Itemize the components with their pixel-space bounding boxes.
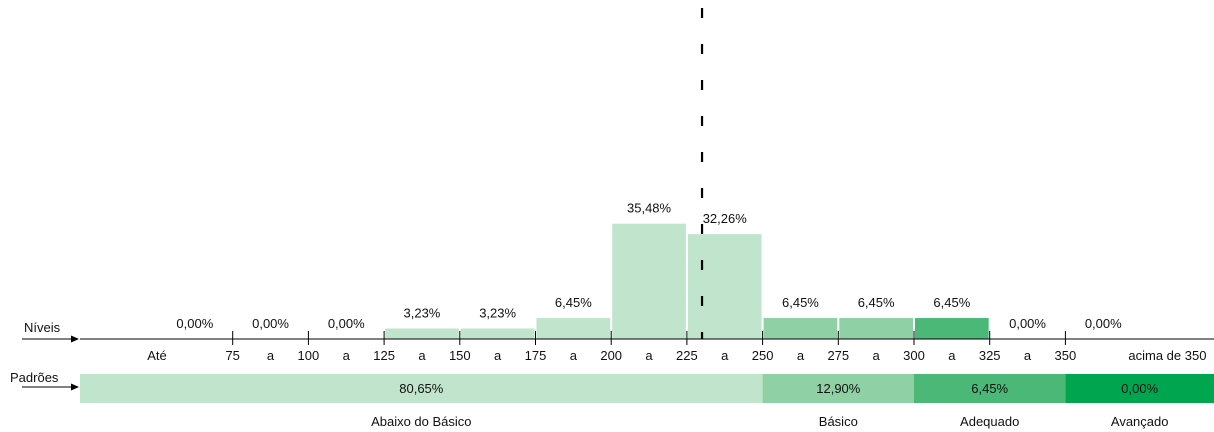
scale-label-a1: a [267,348,275,363]
scale-label-a11: a [1024,348,1032,363]
standard-segment-avancado [1065,374,1214,403]
scale-label-acima: acima de 350 [1128,348,1206,363]
bar-value-label-11: 6,45% [933,295,970,310]
scale-label-t350: 350 [1055,348,1077,363]
bar-value-label-13: 0,00% [1085,316,1122,331]
standard-segment-basico [762,374,914,403]
padroes-arrow-arrowhead [71,383,79,391]
scale-label-t325: 325 [979,348,1001,363]
scale-label-t125: 125 [373,348,395,363]
padroes-label: Padrões [10,370,59,385]
bar-value-label-9: 6,45% [782,295,819,310]
standard-value-abaixo: 80,65% [399,381,444,396]
standard-name-avancado: Avançado [1111,414,1169,429]
bar-value-label-6: 6,45% [555,295,592,310]
bar-11 [915,318,989,339]
scale-label-a3: a [418,348,426,363]
niveis-arrow-arrowhead [71,335,79,343]
scale-label-a8: a [797,348,805,363]
bar-6 [536,318,611,339]
bar-value-label-3: 0,00% [328,316,365,331]
bar-value-label-1: 0,00% [176,316,213,331]
standard-name-adequado: Adequado [960,414,1019,429]
bar-value-label-4: 3,23% [404,306,441,321]
scale-label-a7: a [721,348,729,363]
standard-value-basico: 12,90% [816,381,861,396]
scale-label-t225: 225 [676,348,698,363]
scale-label-t250: 250 [752,348,774,363]
bar-7 [612,223,686,339]
scale-label-a5: a [570,348,578,363]
scale-label-t150: 150 [449,348,471,363]
standard-name-basico: Básico [819,414,858,429]
bar-8 [687,234,762,339]
bar-value-label-12: 0,00% [1009,316,1046,331]
bar-value-label-2: 0,00% [252,316,289,331]
scale-label-ate: Até [147,348,167,363]
bar-9 [763,318,838,339]
scale-label-a2: a [343,348,351,363]
scale-label-t175: 175 [525,348,547,363]
standard-name-abaixo: Abaixo do Básico [371,414,471,429]
bar-value-label-7: 35,48% [627,201,672,216]
scale-label-t200: 200 [600,348,622,363]
scale-label-t275: 275 [827,348,849,363]
bar-10 [839,318,913,339]
scale-label-a4: a [494,348,502,363]
standard-segment-adequado [914,374,1066,403]
scale-label-t100: 100 [298,348,320,363]
bar-value-label-10: 6,45% [858,295,895,310]
bar-value-label-8: 32,26% [703,211,748,226]
scale-label-a6: a [645,348,653,363]
standard-segment-abaixo [80,374,763,403]
niveis-label: Níveis [24,320,61,335]
scale-label-a10: a [948,348,956,363]
scale-label-a9: a [873,348,881,363]
standard-value-avancado: 0,00% [1121,381,1158,396]
bar-value-label-5: 3,23% [479,306,516,321]
scale-label-t300: 300 [903,348,925,363]
bar-5 [460,328,535,339]
scale-label-t75: 75 [225,348,239,363]
bar-4 [385,328,459,339]
standard-value-adequado: 6,45% [971,381,1008,396]
